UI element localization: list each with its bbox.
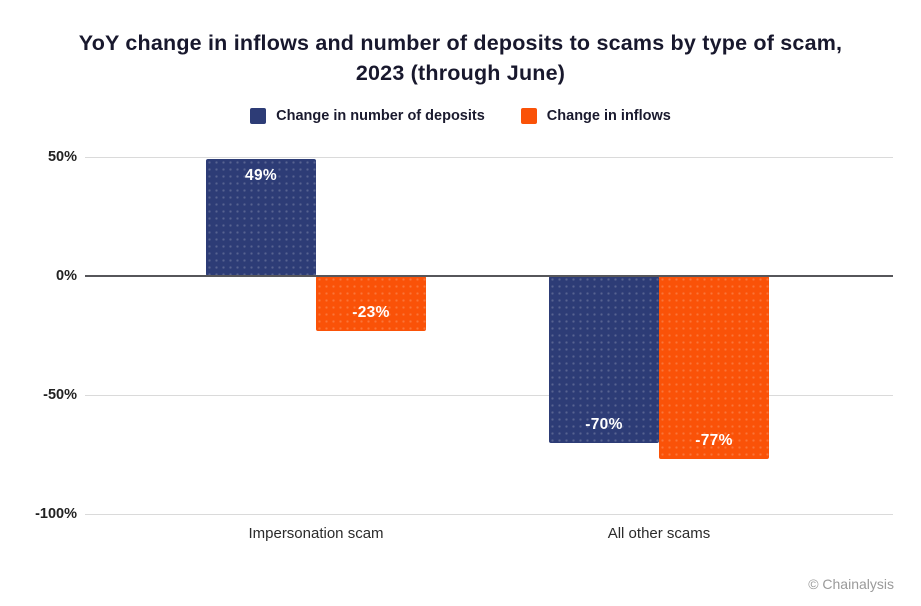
legend-item-change-in-inflows: Change in inflows (520, 108, 671, 124)
y-axis-tick-label: -100% (35, 506, 77, 522)
bar-value-label: -23% (352, 303, 390, 321)
legend-item-change-in-number-of-deposits: Change in number of deposits (250, 108, 485, 124)
bar-value-label: -77% (695, 432, 733, 450)
y-axis-tick-label: -50% (43, 387, 77, 403)
plot-area: 49% -23% -70% -77% (85, 157, 893, 515)
legend: Change in number of deposits Change in in… (0, 108, 921, 124)
chart-title: YoY change in inflows and number of depo… (0, 28, 921, 88)
zero-axis-line (85, 275, 893, 277)
legend-swatch-icon (520, 108, 537, 124)
legend-label: Change in inflows (546, 108, 671, 124)
bar-value-label: -70% (585, 415, 623, 433)
chart-title-line1: YoY change in inflows and number of depo… (78, 31, 843, 55)
y-axis-tick-label: 0% (56, 268, 77, 284)
bar-value-label: 49% (245, 167, 277, 185)
gridline (85, 395, 893, 396)
bar-all-other-scams-change-in-number-of-deposits: -70% (549, 276, 659, 443)
legend-label: Change in number of deposits (276, 108, 485, 124)
gridline (85, 514, 893, 515)
chainalysis-credit: © Chainalysis (808, 576, 894, 592)
x-axis-category-label-all-other-scams: All other scams (607, 525, 711, 542)
legend-swatch-icon (250, 108, 267, 124)
chart-title-line2: 2023 (through June) (355, 61, 566, 85)
x-axis-category-label-impersonation-scam: Impersonation scam (248, 525, 384, 542)
bar-all-other-scams-change-in-inflows: -77% (659, 276, 769, 460)
bar-impersonation-scam-change-in-inflows: -23% (316, 276, 426, 331)
y-axis-tick-label: 50% (47, 149, 77, 165)
bar-impersonation-scam-change-in-number-of-deposits: 49% (206, 159, 316, 276)
gridline (85, 157, 893, 158)
